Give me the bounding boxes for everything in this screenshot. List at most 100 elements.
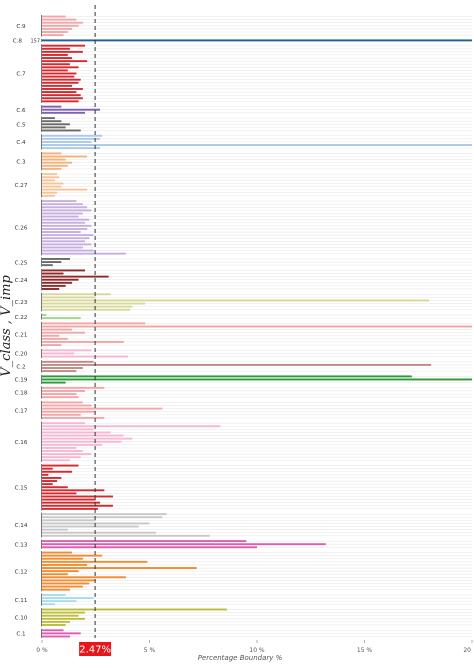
bar — [42, 111, 85, 114]
bar — [42, 44, 85, 47]
bar — [42, 21, 83, 24]
bar — [42, 597, 94, 600]
bar — [42, 50, 83, 53]
bar — [42, 81, 79, 84]
bar — [42, 422, 85, 425]
bar — [42, 425, 221, 428]
group-label: C.23 — [15, 300, 28, 306]
bar — [42, 603, 55, 606]
bar — [42, 72, 77, 75]
bar — [42, 495, 113, 498]
bar — [42, 63, 70, 66]
bar — [42, 209, 92, 212]
group-label: C.1 — [16, 632, 26, 638]
bar — [42, 546, 257, 549]
bar — [42, 498, 96, 501]
bar — [42, 305, 133, 308]
bar — [42, 27, 73, 30]
bar — [42, 164, 68, 167]
group-label: C.14 — [15, 523, 28, 529]
bar — [42, 188, 88, 191]
bar — [42, 492, 77, 495]
bar — [42, 624, 66, 626]
group-label: C.20 — [15, 352, 28, 358]
bar — [42, 437, 133, 440]
group-label: C.8 — [13, 39, 23, 45]
bar — [42, 54, 68, 56]
bar — [42, 218, 90, 221]
bar — [42, 381, 66, 384]
bar — [42, 554, 103, 557]
bar — [42, 299, 429, 302]
group-label: C.3 — [16, 159, 26, 165]
group-label: C.4 — [16, 140, 26, 146]
bar — [42, 15, 66, 18]
bar — [42, 483, 53, 486]
bar — [42, 191, 58, 194]
bar — [42, 450, 83, 452]
bar — [42, 176, 60, 179]
bar — [42, 504, 113, 507]
bar — [42, 567, 197, 569]
group-label: C.7 — [16, 72, 26, 78]
group-label: C.11 — [15, 598, 28, 604]
bar — [42, 284, 66, 287]
bar — [42, 224, 92, 227]
bar — [42, 582, 90, 585]
bar — [42, 281, 73, 284]
bar — [42, 337, 68, 340]
bar — [42, 24, 79, 27]
bar — [42, 486, 68, 489]
bar — [42, 413, 81, 416]
group-label: C.22 — [15, 315, 28, 321]
bar — [42, 534, 210, 537]
group-label: C.19 — [15, 378, 28, 384]
bar — [42, 516, 163, 519]
bar — [42, 325, 472, 328]
bar — [42, 480, 58, 482]
bar — [42, 39, 472, 42]
bar — [42, 396, 79, 399]
bar — [42, 349, 92, 352]
bar — [42, 108, 101, 111]
bar — [42, 185, 62, 188]
bar — [42, 252, 126, 255]
x-tick-label: 10 % — [249, 647, 265, 654]
bar — [42, 155, 88, 158]
bar — [42, 473, 49, 476]
bar — [42, 453, 92, 456]
bars-layer — [42, 15, 472, 638]
bar — [42, 69, 68, 72]
bar — [42, 275, 109, 278]
bar — [42, 363, 432, 366]
bar — [42, 152, 62, 155]
bar — [42, 100, 79, 103]
bar — [42, 600, 77, 603]
bar — [42, 525, 139, 528]
bar — [42, 158, 66, 161]
bar — [42, 370, 77, 373]
bar — [42, 126, 66, 129]
category-tick-label: 157 — [30, 38, 40, 44]
bar — [42, 328, 73, 331]
bar — [42, 97, 83, 100]
bar — [42, 360, 94, 363]
bar — [42, 34, 64, 37]
bar — [42, 557, 83, 560]
bar — [42, 215, 79, 218]
bar — [42, 88, 83, 90]
bar — [42, 179, 55, 182]
bar — [42, 120, 62, 123]
bar — [42, 308, 131, 311]
bar — [42, 272, 64, 275]
bar — [42, 203, 83, 206]
bar — [42, 261, 62, 264]
bar — [42, 393, 77, 396]
bar — [42, 344, 62, 347]
bar — [42, 573, 68, 576]
group-label: C.2 — [16, 365, 25, 371]
group-label: C.18 — [15, 391, 28, 397]
bar — [42, 264, 53, 267]
group-label: C.9 — [16, 24, 26, 30]
